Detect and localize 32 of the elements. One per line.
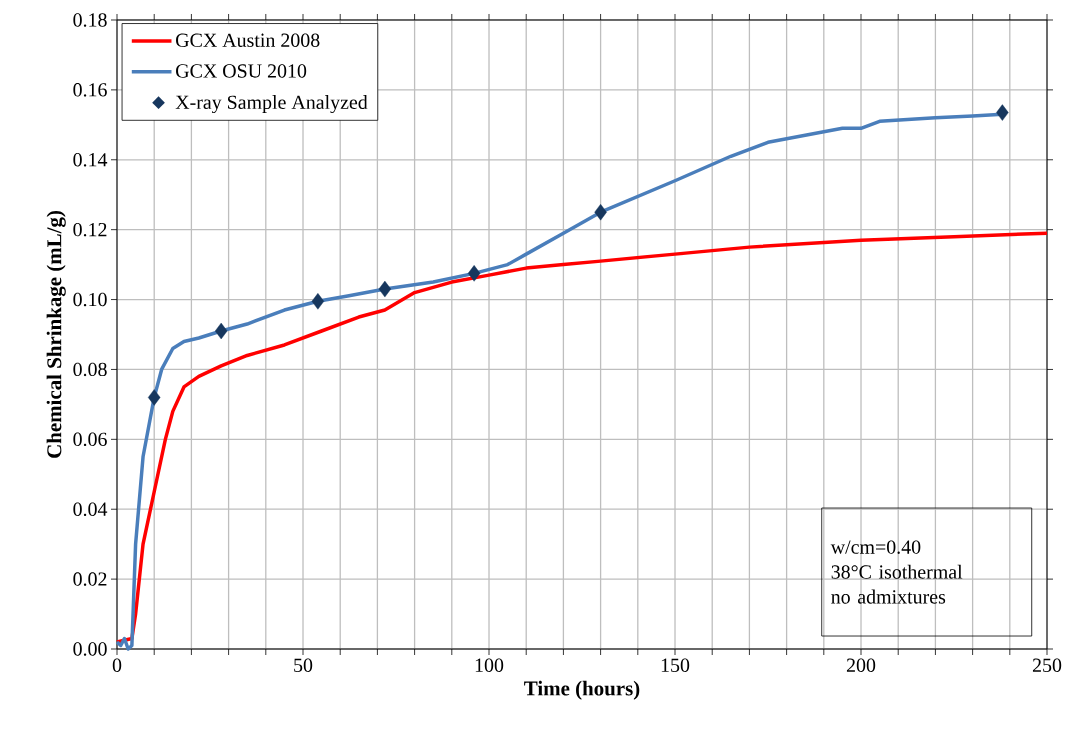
y-tick-label: 0.00 xyxy=(73,642,107,656)
point xyxy=(148,389,161,406)
annotation: w/cm=0.40 xyxy=(830,540,921,554)
y-tick-label: 0.06 xyxy=(73,432,107,447)
x-tick-label: 200 xyxy=(846,658,876,672)
line-series xyxy=(115,231,1049,644)
y-tick-label: 0.08 xyxy=(73,362,107,377)
x-tick-label: 150 xyxy=(661,658,690,672)
y-tick-label: 0.16 xyxy=(73,83,107,97)
point xyxy=(594,203,607,221)
point xyxy=(214,322,228,340)
x-tick-label: 50 xyxy=(294,658,313,672)
x-tick-label: 250 xyxy=(1032,658,1062,672)
x-tick-label: 100 xyxy=(475,658,504,672)
x-axis-title: Time (hours) xyxy=(524,680,640,700)
x-tick-label: 0 xyxy=(112,658,122,672)
y-tick-label: 0.18 xyxy=(73,13,107,27)
point xyxy=(378,280,392,298)
y-tick-label: 0.02 xyxy=(73,572,107,586)
y-axis-title: Chemical Shrinkage (mL/g) xyxy=(46,211,66,458)
point xyxy=(996,104,1009,121)
point xyxy=(467,265,481,282)
annotation: no admixtures xyxy=(831,589,946,604)
legend-label: GCX Austin 2008 xyxy=(176,33,320,47)
y-tick-label: 0.04 xyxy=(73,502,108,516)
legend-label: X-ray Sample Analyzed xyxy=(175,94,368,114)
legend-label: GCX OSU 2010 xyxy=(176,64,307,78)
y-tick-label: 0.14 xyxy=(73,153,108,167)
y-tick-label: 0.12 xyxy=(73,222,107,237)
point xyxy=(311,293,325,310)
annotation: 38°C isothermal xyxy=(831,564,963,579)
y-tick-label: 0.10 xyxy=(73,292,107,307)
